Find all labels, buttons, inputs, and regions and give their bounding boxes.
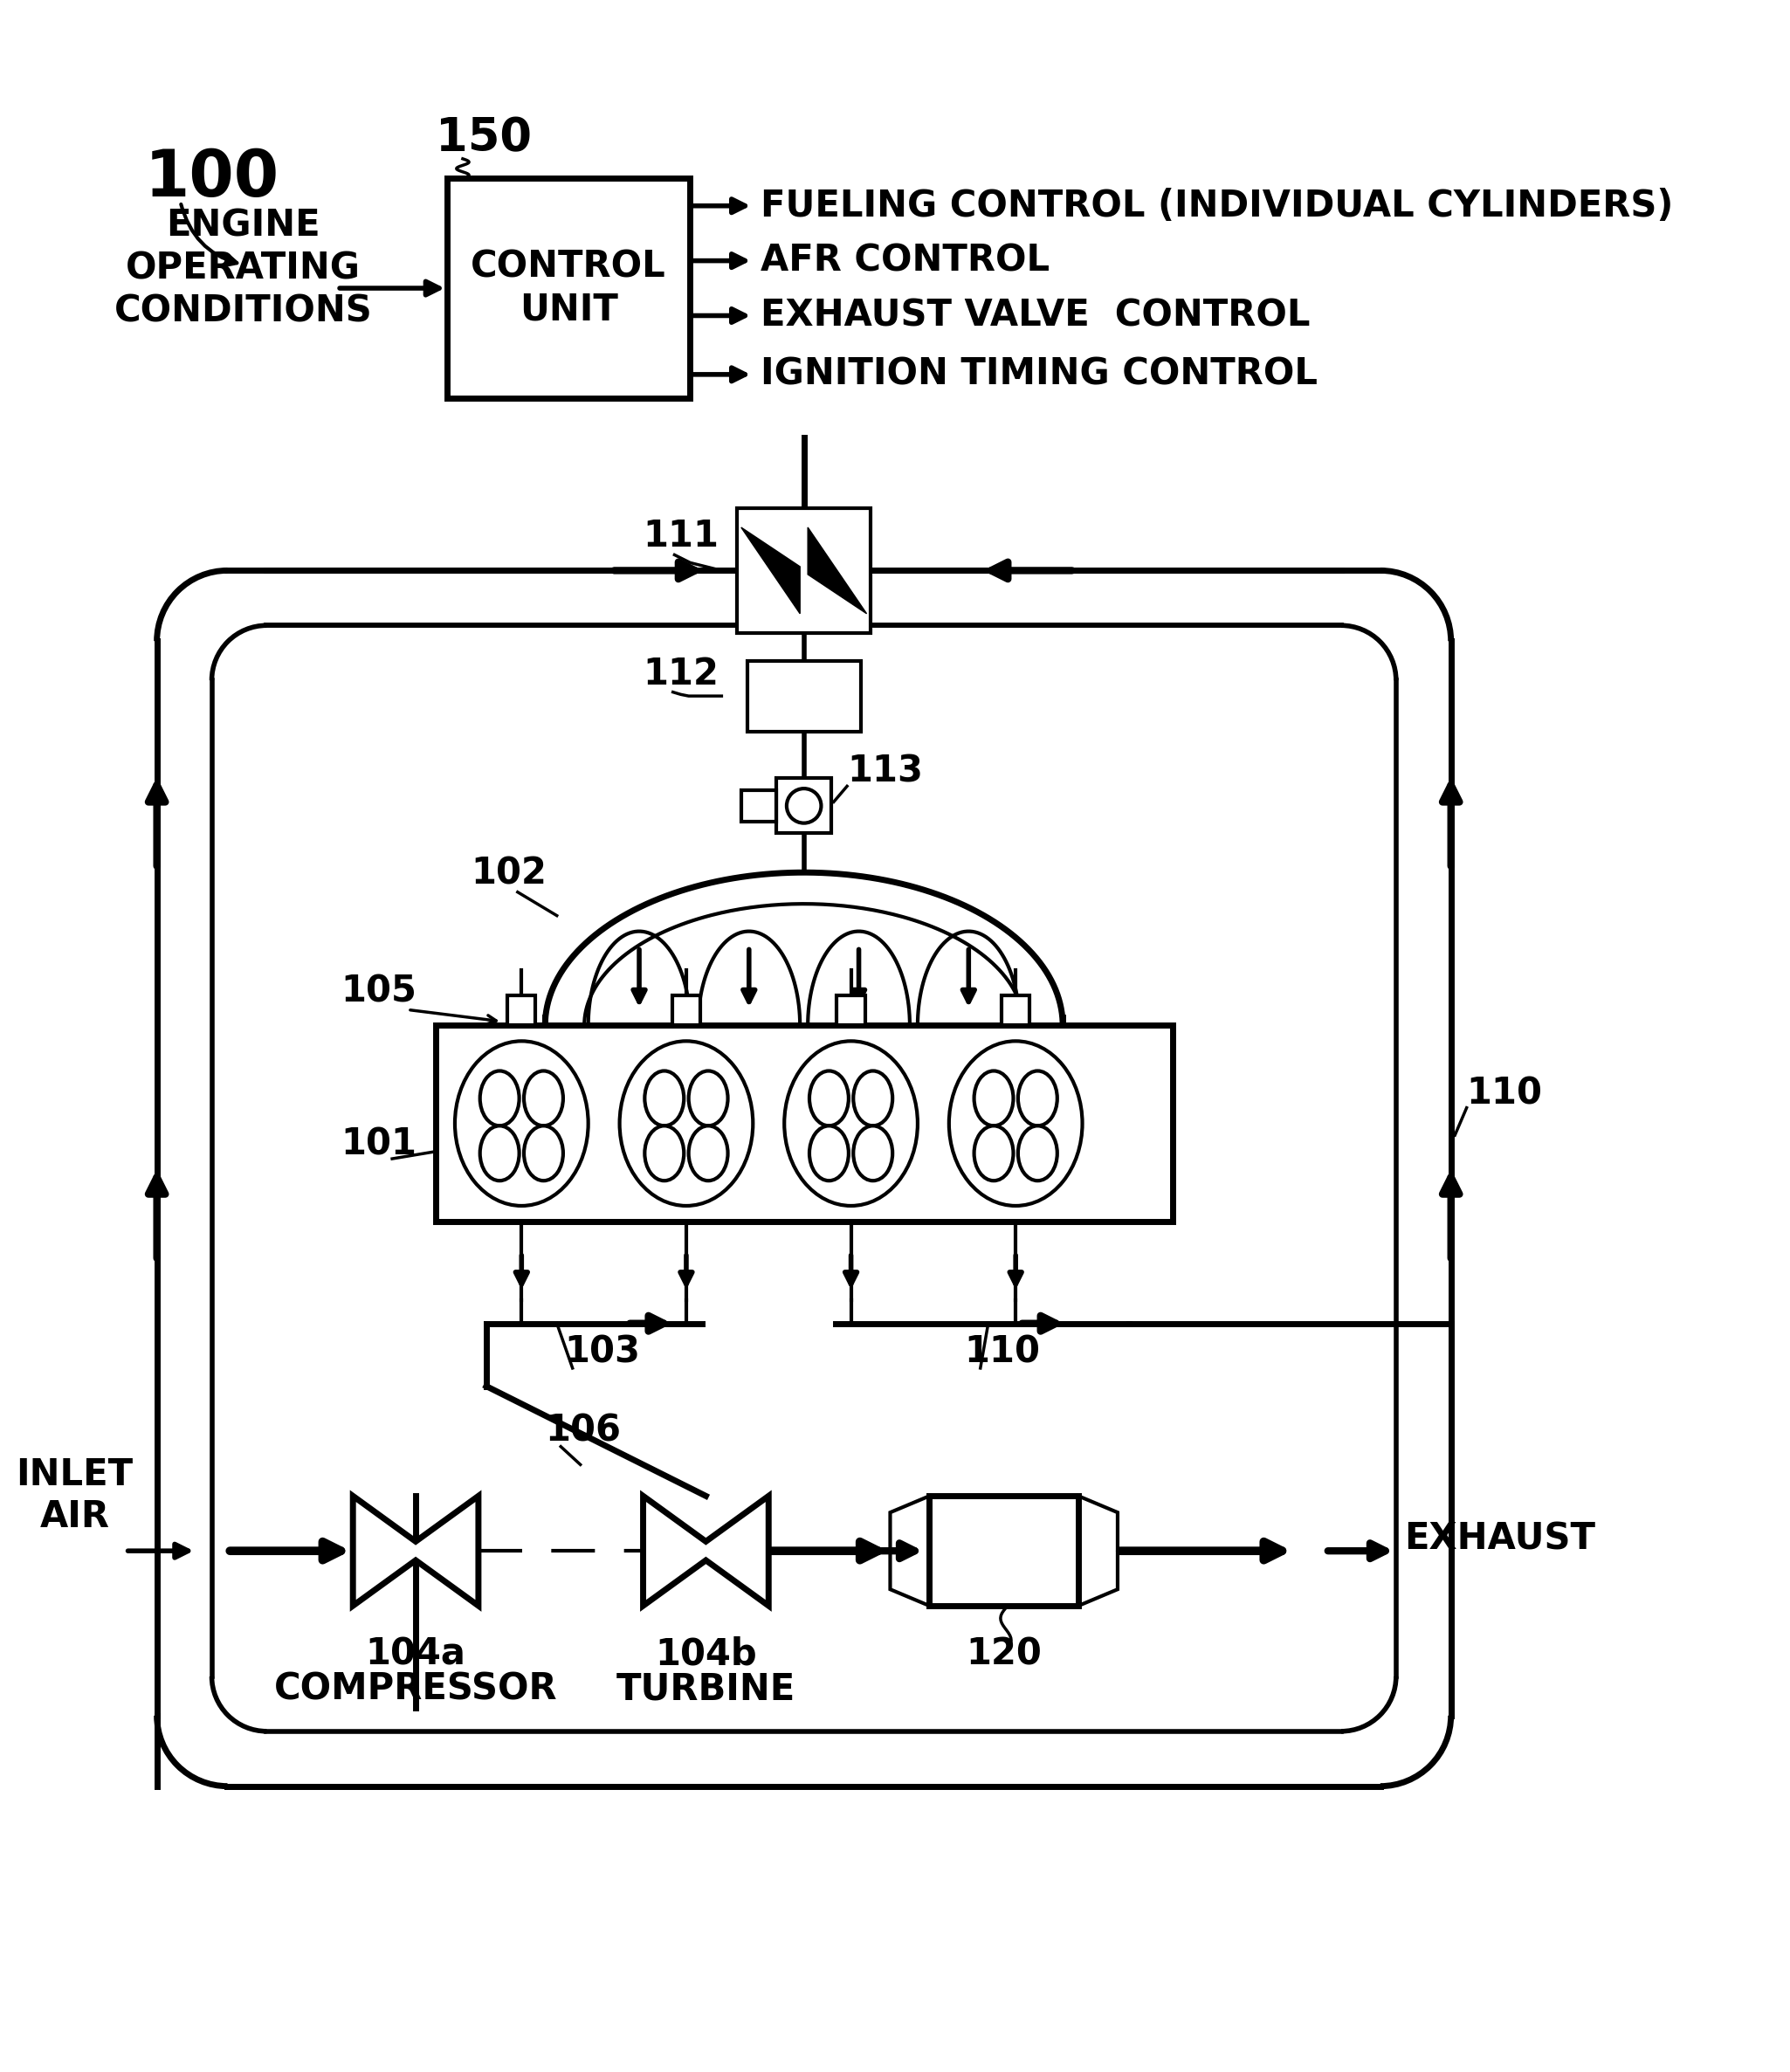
Text: 150: 150	[435, 116, 532, 160]
Ellipse shape	[644, 1125, 684, 1181]
Text: EXHAUST VALVE  CONTROL: EXHAUST VALVE CONTROL	[761, 296, 1310, 334]
Bar	[929, 1496, 1078, 1606]
Ellipse shape	[974, 1071, 1013, 1125]
Bar	[777, 779, 831, 833]
Ellipse shape	[949, 1040, 1083, 1206]
Text: AFR CONTROL: AFR CONTROL	[761, 242, 1051, 280]
Text: 110: 110	[1466, 1075, 1543, 1113]
Text: 120: 120	[967, 1635, 1042, 1672]
Ellipse shape	[809, 1125, 848, 1181]
Text: ECD: ECD	[959, 1531, 1047, 1571]
Ellipse shape	[784, 1040, 918, 1206]
Text: 102: 102	[471, 856, 546, 893]
Text: 100: 100	[145, 147, 279, 209]
Polygon shape	[890, 1496, 929, 1606]
Ellipse shape	[480, 1071, 519, 1125]
Text: EXHAUST: EXHAUST	[1403, 1521, 1595, 1558]
Ellipse shape	[974, 1125, 1013, 1181]
Text: 103: 103	[564, 1334, 641, 1370]
Ellipse shape	[809, 1071, 848, 1125]
Text: CONTROL
UNIT: CONTROL UNIT	[471, 249, 666, 327]
Text: 105: 105	[342, 974, 417, 1009]
Text: 106: 106	[546, 1413, 621, 1448]
Text: INLET
AIR: INLET AIR	[16, 1457, 132, 1535]
Text: ENGINE
OPERATING
CONDITIONS: ENGINE OPERATING CONDITIONS	[115, 207, 372, 329]
Circle shape	[786, 789, 822, 823]
Text: 112: 112	[643, 655, 720, 692]
Text: COMPRESSOR: COMPRESSOR	[274, 1672, 557, 1707]
Ellipse shape	[644, 1071, 684, 1125]
Text: IGNITION TIMING CONTROL: IGNITION TIMING CONTROL	[761, 356, 1317, 394]
Bar	[507, 997, 535, 1026]
Ellipse shape	[455, 1040, 589, 1206]
Text: 101: 101	[342, 1125, 417, 1162]
Text: 104a: 104a	[365, 1635, 465, 1672]
Bar	[737, 508, 870, 634]
Ellipse shape	[524, 1071, 564, 1125]
Ellipse shape	[854, 1071, 893, 1125]
Ellipse shape	[689, 1125, 729, 1181]
Bar	[1002, 997, 1029, 1026]
Text: 111: 111	[643, 518, 720, 555]
Bar	[671, 997, 700, 1026]
Bar	[448, 178, 691, 398]
Ellipse shape	[689, 1071, 729, 1125]
Ellipse shape	[1019, 1071, 1058, 1125]
Text: 113: 113	[847, 754, 924, 789]
Polygon shape	[807, 528, 866, 613]
Bar	[741, 789, 777, 821]
Ellipse shape	[524, 1125, 564, 1181]
Text: FUELING CONTROL (INDIVIDUAL CYLINDERS): FUELING CONTROL (INDIVIDUAL CYLINDERS)	[761, 186, 1674, 224]
Polygon shape	[1078, 1496, 1117, 1606]
Text: 110: 110	[965, 1334, 1040, 1370]
Ellipse shape	[619, 1040, 754, 1206]
Text: TURBINE: TURBINE	[616, 1672, 795, 1707]
Bar	[435, 1026, 1172, 1222]
Bar	[838, 997, 865, 1026]
Bar	[748, 661, 861, 731]
Ellipse shape	[1019, 1125, 1058, 1181]
Polygon shape	[353, 1496, 478, 1606]
Text: 104b: 104b	[655, 1635, 757, 1672]
Ellipse shape	[854, 1125, 893, 1181]
Polygon shape	[643, 1496, 768, 1606]
Ellipse shape	[480, 1125, 519, 1181]
Polygon shape	[741, 528, 800, 613]
